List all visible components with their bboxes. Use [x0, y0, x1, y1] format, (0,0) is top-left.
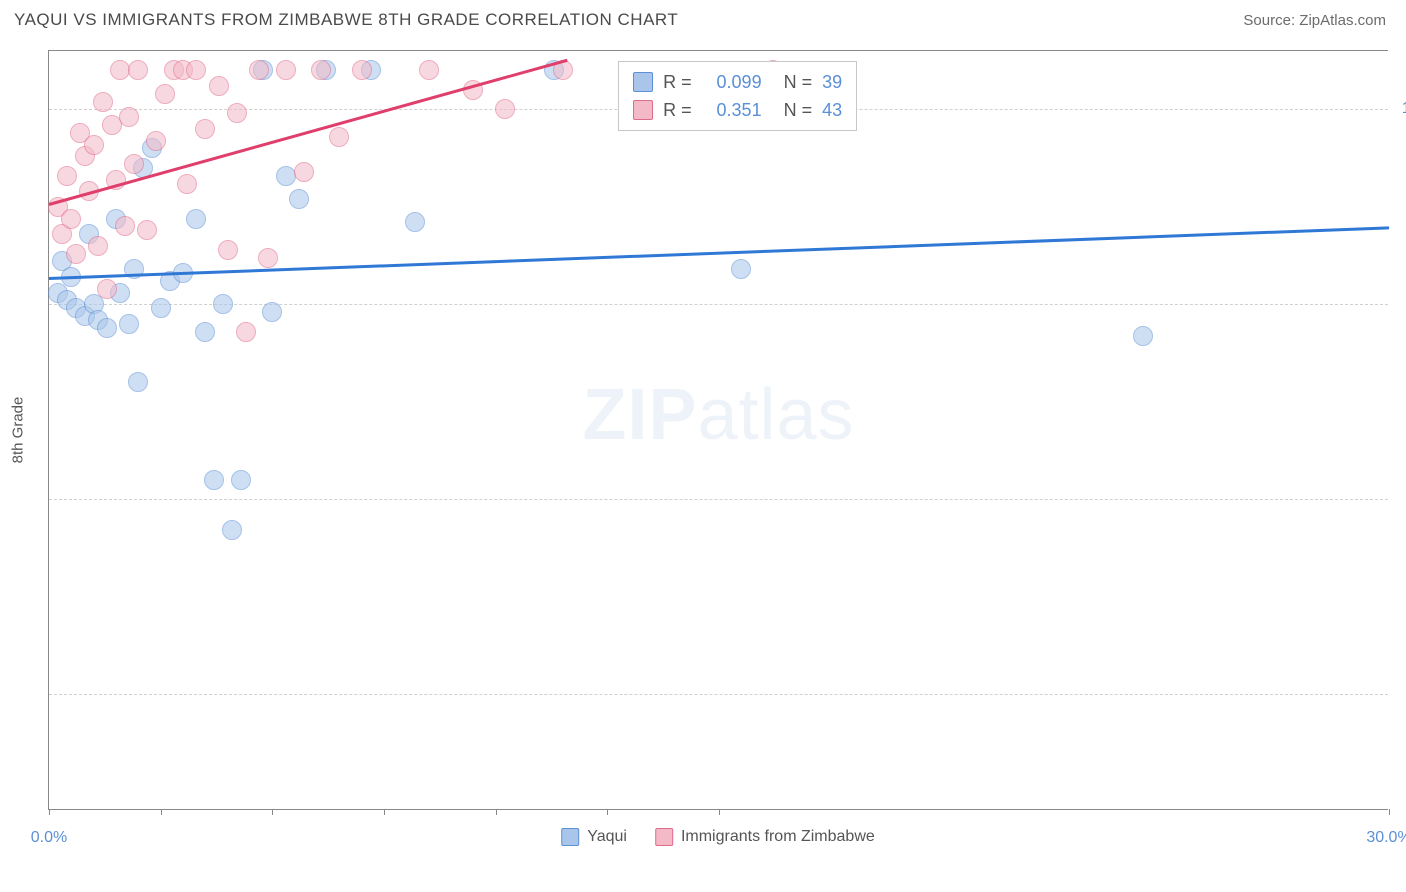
- y-axis-label: 8th Grade: [10, 397, 27, 464]
- data-point: [262, 302, 282, 322]
- legend-label: Immigrants from Zimbabwe: [681, 828, 875, 846]
- data-point: [231, 470, 251, 490]
- data-point: [151, 298, 171, 318]
- stat-n-label: N =: [784, 96, 813, 124]
- legend-swatch: [655, 828, 673, 846]
- stat-r-label: R =: [663, 68, 692, 96]
- stats-row: R = 0.351 N = 43: [633, 96, 842, 124]
- data-point: [137, 220, 157, 240]
- data-point: [329, 127, 349, 147]
- data-point: [258, 248, 278, 268]
- data-point: [222, 520, 242, 540]
- data-point: [294, 162, 314, 182]
- data-point: [405, 212, 425, 232]
- gridline: [49, 499, 1388, 500]
- data-point: [195, 322, 215, 342]
- legend: Yaqui Immigrants from Zimbabwe: [561, 828, 875, 846]
- legend-item: Immigrants from Zimbabwe: [655, 828, 875, 846]
- data-point: [97, 279, 117, 299]
- data-point: [186, 209, 206, 229]
- data-point: [97, 318, 117, 338]
- data-point: [731, 259, 751, 279]
- x-tick: [719, 809, 720, 815]
- data-point: [186, 60, 206, 80]
- data-point: [1133, 326, 1153, 346]
- data-point: [276, 60, 296, 80]
- legend-label: Yaqui: [587, 828, 627, 846]
- data-point: [61, 209, 81, 229]
- legend-swatch: [633, 72, 653, 92]
- data-point: [249, 60, 269, 80]
- x-tick-label: 0.0%: [31, 829, 67, 847]
- gridline: [49, 304, 1388, 305]
- trend-line: [49, 59, 568, 206]
- data-point: [209, 76, 229, 96]
- trend-line: [49, 226, 1389, 280]
- stat-r-value: 0.351: [702, 96, 762, 124]
- watermark: ZIPatlas: [582, 374, 854, 456]
- x-tick: [161, 809, 162, 815]
- stats-row: R = 0.099 N = 39: [633, 68, 842, 96]
- x-tick: [607, 809, 608, 815]
- data-point: [115, 216, 135, 236]
- chart-area: ZIPatlas 85.0%90.0%95.0%100.0%0.0%30.0%R…: [48, 50, 1388, 810]
- stat-n-label: N =: [784, 68, 813, 96]
- data-point: [88, 236, 108, 256]
- data-point: [213, 294, 233, 314]
- data-point: [84, 135, 104, 155]
- data-point: [218, 240, 238, 260]
- data-point: [57, 166, 77, 186]
- plot-area: ZIPatlas 85.0%90.0%95.0%100.0%0.0%30.0%R…: [48, 50, 1388, 810]
- data-point: [124, 154, 144, 174]
- legend-swatch: [633, 100, 653, 120]
- data-point: [177, 174, 197, 194]
- legend-item: Yaqui: [561, 828, 627, 846]
- data-point: [119, 107, 139, 127]
- data-point: [352, 60, 372, 80]
- data-point: [236, 322, 256, 342]
- data-point: [495, 99, 515, 119]
- data-point: [66, 244, 86, 264]
- x-tick: [49, 809, 50, 815]
- data-point: [146, 131, 166, 151]
- x-tick: [272, 809, 273, 815]
- x-tick: [496, 809, 497, 815]
- data-point: [119, 314, 139, 334]
- chart-title: YAQUI VS IMMIGRANTS FROM ZIMBABWE 8TH GR…: [14, 10, 678, 30]
- data-point: [195, 119, 215, 139]
- stats-box: R = 0.099 N = 39 R = 0.351 N = 43: [618, 61, 857, 131]
- stat-n-value: 43: [822, 96, 842, 124]
- stat-n-value: 39: [822, 68, 842, 96]
- stat-r-value: 0.099: [702, 68, 762, 96]
- y-tick-label: 100.0%: [1402, 100, 1406, 118]
- x-tick: [384, 809, 385, 815]
- x-tick: [1389, 809, 1390, 815]
- source-attribution: Source: ZipAtlas.com: [1243, 12, 1386, 29]
- data-point: [276, 166, 296, 186]
- data-point: [93, 92, 113, 112]
- legend-swatch: [561, 828, 579, 846]
- gridline: [49, 694, 1388, 695]
- data-point: [128, 60, 148, 80]
- data-point: [227, 103, 247, 123]
- stat-r-label: R =: [663, 96, 692, 124]
- data-point: [128, 372, 148, 392]
- x-tick-label: 30.0%: [1366, 829, 1406, 847]
- data-point: [155, 84, 175, 104]
- data-point: [311, 60, 331, 80]
- data-point: [204, 470, 224, 490]
- data-point: [289, 189, 309, 209]
- data-point: [419, 60, 439, 80]
